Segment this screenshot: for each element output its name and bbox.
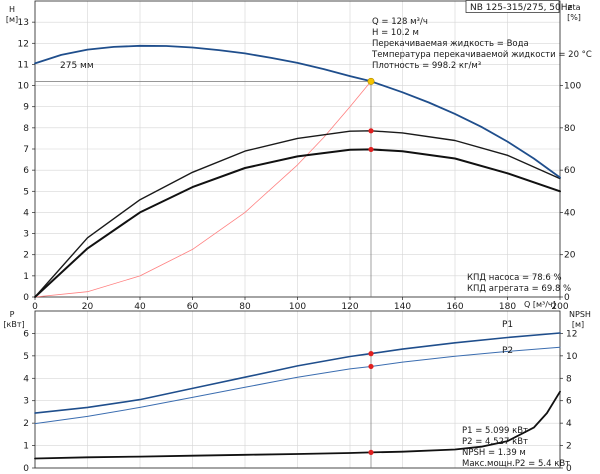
x-tick-label-1: 20: [82, 302, 94, 312]
npsh-tick-label-1: 2: [566, 442, 572, 452]
eta-axis-unit: [%]: [567, 13, 581, 22]
p1-curve: [34, 332, 561, 414]
head-tick-label-7: 7: [23, 145, 29, 155]
power-tick-label-6: 6: [23, 329, 29, 339]
q-axis-unit: Q [м³/ч]: [524, 300, 556, 309]
info-head: H = 10.2 м: [372, 28, 419, 38]
head-tick-label-3: 3: [23, 230, 29, 240]
x-tick-label-3: 60: [187, 302, 199, 312]
operating-point-efficiency-marker-0: [368, 128, 374, 134]
info-pump-efficiency: КПД насоса = 78.6 %: [467, 273, 562, 283]
eta-axis-symbol: eta: [568, 3, 581, 12]
info-temperature: Температура перекачиваемой жидкости = 20…: [371, 50, 592, 60]
info-unit-efficiency: КПД агрегата = 69.8 %: [467, 284, 571, 294]
x-tick-label-10: 200: [551, 302, 568, 312]
operating-point-efficiency-marker-1: [368, 146, 374, 153]
power-tick-label-2: 2: [23, 419, 29, 429]
grid-layer: [34, 1, 561, 469]
power-tick-label-1: 1: [23, 442, 29, 452]
head-tick-label-1: 1: [23, 272, 29, 282]
markers-layer: [367, 77, 375, 456]
head-curve: [34, 44, 561, 179]
pump-efficiency-curve: [34, 130, 561, 298]
x-tick-label-6: 120: [341, 302, 358, 312]
npsh-axis-unit: [м]: [572, 320, 584, 329]
npsh-axis-symbol: NPSH: [569, 310, 591, 319]
head-tick-label-0: 0: [23, 293, 29, 303]
eta-tick-label-3: 60: [564, 166, 576, 176]
title-box-frame: [465, 0, 560, 13]
x-tick-label-4: 80: [239, 302, 251, 312]
power-info: P1 = 5.099 кВт P2 = 4.527 кВт NPSH = 1.3…: [462, 426, 570, 469]
head-tick-label-4: 4: [23, 208, 29, 218]
tick-layer: 0 20 40 60 80 100 120 140 160 180 2000123456789101…: [18, 18, 582, 474]
head-tick-label-9: 9: [23, 103, 29, 113]
p2-curve: [34, 346, 561, 425]
head-tick-label-5: 5: [23, 187, 29, 197]
npsh-tick-label-5: 10: [566, 352, 578, 362]
head-axis-unit: [м]: [6, 15, 18, 24]
operating-point-npsh-marker-0: [368, 449, 374, 456]
p2-curve-label: P2: [502, 346, 513, 356]
power-tick-label-0: 0: [23, 464, 29, 474]
operating-point-head-marker-0: [367, 77, 375, 85]
head-tick-label-8: 8: [23, 124, 29, 134]
power-tick-label-4: 4: [23, 374, 29, 384]
eta-tick-label-4: 80: [564, 124, 576, 134]
power-tick-label-3: 3: [23, 397, 29, 407]
npsh-tick-label-4: 8: [566, 374, 572, 384]
info-p1: P1 = 5.099 кВт: [462, 426, 528, 436]
eta-tick-label-2: 40: [564, 208, 576, 218]
info-p2: P2 = 4.527 кВт: [462, 437, 528, 447]
head-tick-label-6: 6: [23, 166, 29, 176]
info-flow: Q = 128 м³/ч: [372, 17, 428, 27]
impeller-diameter-label: 275 мм: [60, 61, 94, 71]
head-tick-label-12: 12: [18, 39, 29, 49]
operating-point-power-marker-1: [368, 363, 374, 370]
eta-tick-label-0: 0: [564, 293, 570, 303]
chart-title: NB 125-315/275, 50Hz: [470, 3, 573, 13]
operating-point-power-marker-0: [368, 351, 374, 357]
power-tick-label-5: 5: [23, 352, 29, 362]
npsh-tick-label-3: 6: [566, 397, 572, 407]
x-tick-label-9: 180: [499, 302, 516, 312]
bottom-panel-frame: [34, 310, 561, 469]
npsh-tick-label-2: 4: [566, 419, 572, 429]
info-liquid: Перекачиваемая жидкость = Вода: [372, 39, 529, 49]
eta-tick-label-5: 100: [564, 82, 581, 92]
eta-tick-label-1: 20: [564, 251, 576, 261]
head-axis-symbol: H: [9, 5, 15, 14]
system-curve: [34, 80, 372, 298]
power-axis-unit: [кВт]: [3, 320, 24, 329]
operating-point-info: Q = 128 м³/ч H = 10.2 м Перекачиваемая ж…: [371, 17, 592, 71]
head-tick-label-11: 11: [18, 60, 29, 70]
head-tick-label-13: 13: [18, 18, 29, 28]
x-tick-label-8: 160: [446, 302, 463, 312]
npsh-tick-label-0: 0: [566, 464, 572, 474]
x-tick-label-7: 140: [394, 302, 411, 312]
info-npsh: NPSH = 1.39 м: [462, 448, 526, 458]
title-box: NB 125-315/275, 50Hz: [465, 0, 573, 13]
p1-curve-label: P1: [502, 320, 513, 330]
info-density: Плотность = 998.2 кг/м³: [372, 61, 481, 71]
head-tick-label-10: 10: [18, 82, 30, 92]
x-tick-label-5: 100: [289, 302, 306, 312]
power-axis-symbol: P: [10, 310, 15, 319]
x-tick-label-2: 40: [134, 302, 146, 312]
x-tick-label-0: 0: [32, 302, 38, 312]
efficiency-info: КПД насоса = 78.6 % КПД агрегата = 69.8 …: [467, 273, 571, 294]
info-max-power: Макс.мощн.P2 = 5.4 кВт: [462, 459, 570, 469]
head-tick-label-2: 2: [23, 251, 29, 261]
npsh-tick-label-6: 12: [566, 329, 577, 339]
unit-efficiency-curve: [34, 148, 561, 298]
